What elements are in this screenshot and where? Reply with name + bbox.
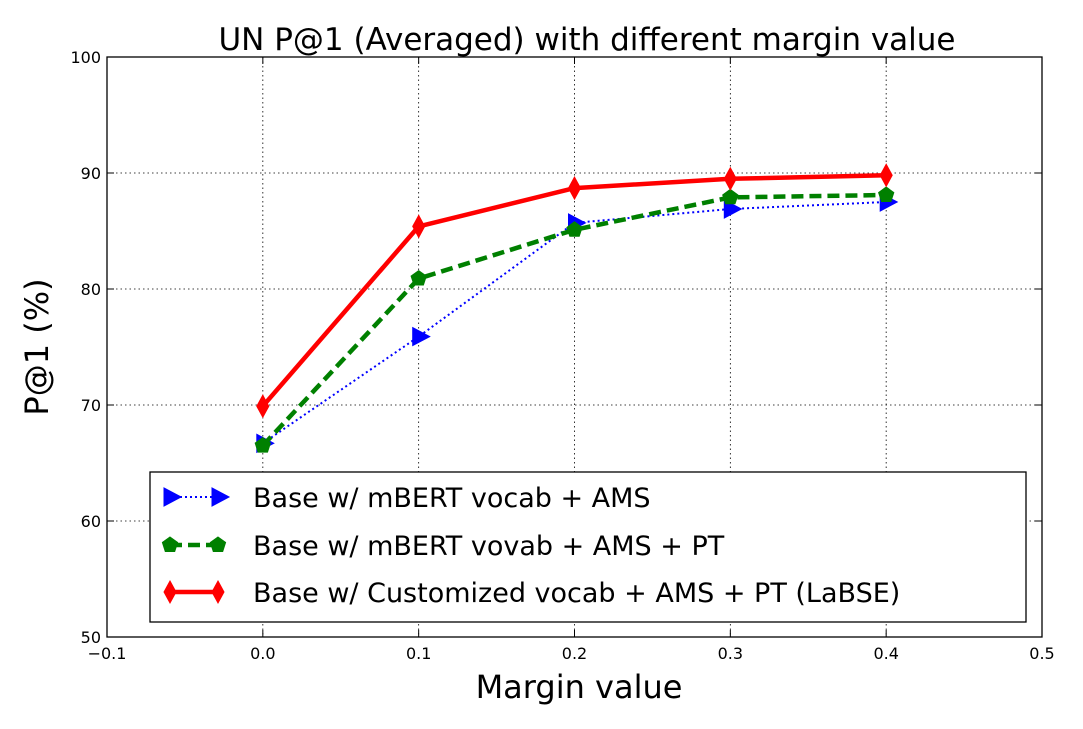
legend-label: Base w/ Customized vocab + AMS + PT (LaB… <box>253 578 900 609</box>
y-axis-label: P@1 (%) <box>18 278 56 415</box>
x-tick-label: 0.1 <box>406 644 431 663</box>
data-point-marker <box>723 166 737 191</box>
data-point-marker <box>723 199 743 219</box>
y-tick-label: 70 <box>81 396 101 415</box>
x-tick-label: 0.0 <box>250 644 275 663</box>
legend-marker <box>163 487 183 507</box>
data-point-marker <box>254 436 271 453</box>
data-point-marker <box>722 188 739 205</box>
legend-label: Base w/ mBERT vocab + AMS <box>253 483 651 514</box>
series-layer <box>254 163 899 454</box>
chart-title: UN P@1 (Averaged) with different margin … <box>218 22 955 58</box>
data-point-marker <box>410 269 427 286</box>
legend-box <box>149 471 1027 623</box>
data-point-marker <box>566 221 583 237</box>
data-point-marker <box>878 186 895 202</box>
y-tick-label: 100 <box>70 48 101 67</box>
series-2 <box>254 186 895 453</box>
data-point-marker <box>879 163 893 188</box>
axis-ticks: −0.1 0.0 0.1 0.2 0.3 0.4 0.5 50 60 70 80 90 100 <box>70 48 1054 663</box>
legend-marker <box>211 579 225 605</box>
legend-item: Base w/ mBERT vocab + AMS <box>163 483 651 514</box>
legend-label: Base w/ mBERT vovab + AMS + PT <box>253 531 725 562</box>
data-point-marker <box>567 176 582 201</box>
data-point-marker <box>256 394 270 419</box>
y-tick-label: 50 <box>81 628 101 647</box>
x-tick-label: 0.5 <box>1029 644 1054 663</box>
legend-item: Base w/ mBERT vovab + AMS + PT <box>161 531 725 562</box>
legend-marker <box>161 536 179 552</box>
y-tick-label: 60 <box>81 512 101 531</box>
x-tick-label: 0.2 <box>562 644 587 663</box>
legend-marker <box>211 487 231 507</box>
x-tick-label: 0.3 <box>718 644 743 663</box>
x-tick-label: −0.1 <box>88 644 127 663</box>
legend-item: Base w/ Customized vocab + AMS + PT (LaB… <box>163 578 900 609</box>
legend-marker <box>163 579 177 605</box>
y-tick-label: 90 <box>81 164 101 183</box>
x-tick-label: 0.4 <box>873 644 898 663</box>
series-line <box>261 173 887 408</box>
data-point-marker <box>412 214 426 239</box>
series-line <box>261 192 887 448</box>
y-tick-label: 80 <box>81 280 101 299</box>
legend-marker <box>209 536 227 552</box>
data-point-marker <box>412 326 431 347</box>
series-3 <box>256 163 893 419</box>
legend: Base w/ mBERT vocab + AMS Base w/ mBERT v… <box>149 471 1027 623</box>
x-axis-label: Margin value <box>476 668 683 706</box>
